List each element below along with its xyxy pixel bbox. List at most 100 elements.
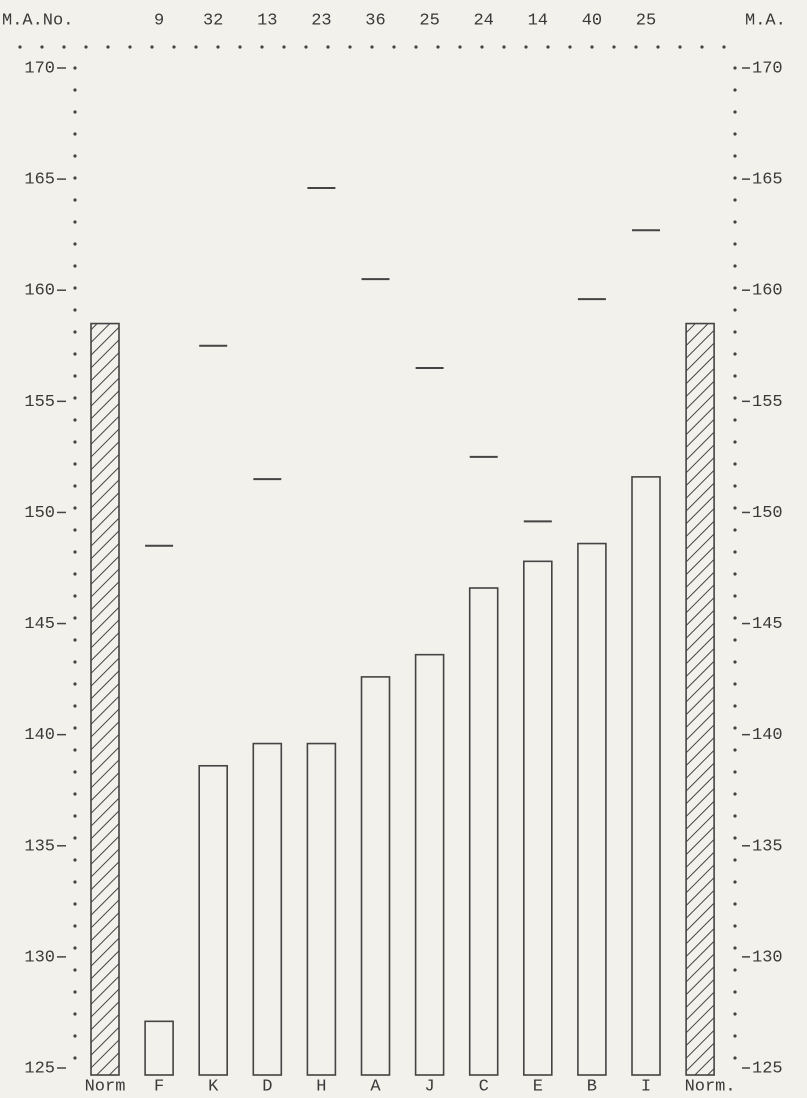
y-tick-label: 155 [24, 393, 55, 412]
y2-axis-label: M.A. [745, 11, 786, 30]
axis-dot [73, 506, 77, 510]
y2-tick-label: 150 [752, 504, 783, 523]
axis-dot [73, 264, 77, 268]
count: 25 [636, 11, 656, 30]
x-tick-label: F [154, 1077, 164, 1096]
axis-dot [733, 704, 737, 708]
axis-dot [733, 418, 737, 422]
count: 13 [257, 11, 277, 30]
bar [252, 742, 283, 1076]
bar [685, 322, 715, 1076]
y-tick-label: 145 [24, 615, 55, 634]
axis-dot [370, 45, 374, 49]
bar [631, 476, 661, 1076]
axis-dot [73, 946, 77, 950]
axis-dot [612, 45, 616, 49]
axis-dot [73, 88, 77, 92]
axis-dot [73, 110, 77, 114]
y-tick-label: 130 [24, 948, 55, 967]
axis-dot [73, 220, 77, 224]
axis-dot [733, 220, 737, 224]
axis-dot [73, 462, 77, 466]
y2-tick-label: 140 [752, 726, 783, 745]
axis-dot [733, 308, 737, 312]
axis-dot [73, 1056, 77, 1060]
axis-dot [733, 528, 737, 532]
y-tick-label: 165 [24, 171, 55, 190]
axis-dot [656, 45, 660, 49]
axis-dot [733, 154, 737, 158]
axis-dot [524, 45, 528, 49]
x-tick-label: E [533, 1077, 543, 1096]
bar [144, 1020, 174, 1076]
axis-dot [106, 45, 110, 49]
axis-dot [733, 748, 737, 752]
axis-dot [700, 45, 704, 49]
axis-dot [733, 374, 737, 378]
axis-dot [722, 45, 726, 49]
axis-dot [73, 66, 77, 70]
axis-dot [62, 45, 66, 49]
axis-dot [73, 792, 77, 796]
axis-dot [733, 176, 737, 180]
axis-dot [238, 45, 242, 49]
axis-dot [733, 242, 737, 246]
axis-dot [73, 660, 77, 664]
x-tick-label: A [370, 1077, 381, 1096]
x-tick-label: K [208, 1077, 219, 1096]
axis-dot [73, 858, 77, 862]
axis-dot [733, 1034, 737, 1038]
axis-dot [733, 880, 737, 884]
axis-dot [733, 198, 737, 202]
axis-dot [73, 286, 77, 290]
count: 40 [582, 11, 602, 30]
axis-dot [733, 88, 737, 92]
y-tick-label: 150 [24, 504, 55, 523]
y2-tick-label: 160 [752, 282, 783, 301]
count: 24 [473, 11, 493, 30]
axis-dot [733, 946, 737, 950]
axis-dot [194, 45, 198, 49]
axis-dot [84, 45, 88, 49]
axis-dot [73, 814, 77, 818]
axis-dot [733, 264, 737, 268]
axis-dot [326, 45, 330, 49]
axis-dot [733, 638, 737, 642]
axis-dot [260, 45, 264, 49]
count: 14 [528, 11, 548, 30]
y2-tick-label: 145 [752, 615, 783, 634]
axis-dot [733, 440, 737, 444]
axis-dot [73, 440, 77, 444]
bar [198, 764, 228, 1076]
x-tick-label: Norm [85, 1077, 126, 1096]
axis-dot [733, 792, 737, 796]
count: 36 [365, 11, 385, 30]
axis-dot [733, 506, 737, 510]
axis-dot [733, 660, 737, 664]
x-tick-label: H [316, 1077, 326, 1096]
axis-dot [733, 572, 737, 576]
axis-dot [392, 45, 396, 49]
axis-dot [546, 45, 550, 49]
axis-dot [73, 770, 77, 774]
y2-tick-label: 165 [752, 171, 783, 190]
x-tick-label: J [424, 1077, 434, 1096]
axis-dot [458, 45, 462, 49]
axis-dot [414, 45, 418, 49]
axis-dot [73, 418, 77, 422]
axis-dot [40, 45, 44, 49]
axis-dot [73, 572, 77, 576]
axis-dot [733, 902, 737, 906]
axis-dot [128, 45, 132, 49]
y2-tick-label: 135 [752, 837, 783, 856]
axis-dot [73, 352, 77, 356]
axis-dot [733, 1056, 737, 1060]
axis-dot [348, 45, 352, 49]
y-tick-label: 140 [24, 726, 55, 745]
count: 23 [311, 11, 331, 30]
count: 32 [203, 11, 223, 30]
axis-dot [73, 726, 77, 730]
axis-dot [733, 550, 737, 554]
axis-dot [73, 616, 77, 620]
bar [306, 742, 337, 1076]
